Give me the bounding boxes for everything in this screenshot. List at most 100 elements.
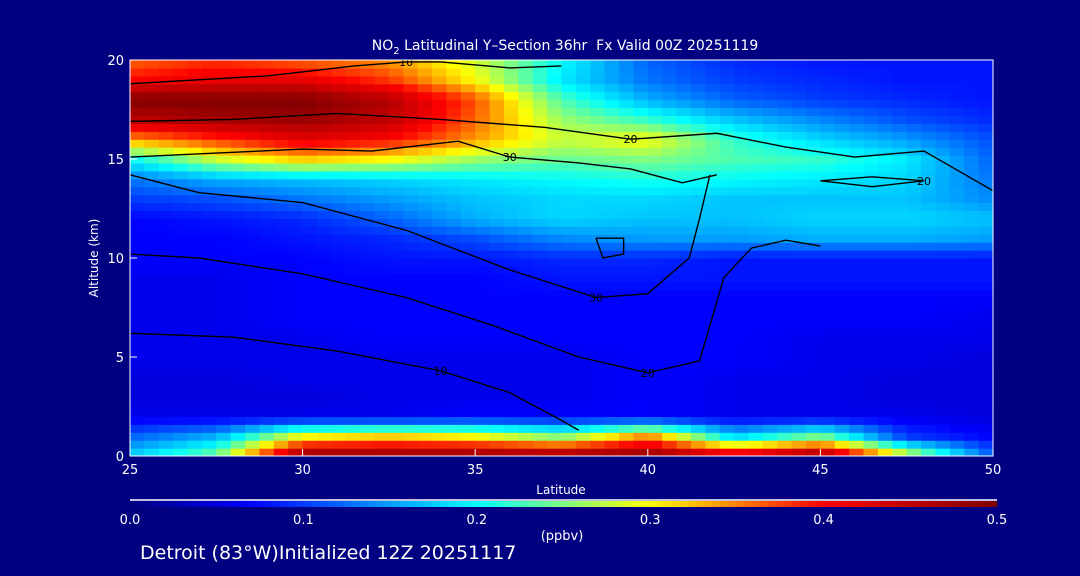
heatmap-cell <box>259 424 275 433</box>
heatmap-cell <box>762 297 778 307</box>
heatmap-cell <box>259 234 275 243</box>
heatmap-cell <box>949 384 965 394</box>
heatmap-cell <box>288 432 304 441</box>
heatmap-cell <box>475 107 491 117</box>
heatmap-cell <box>475 162 491 172</box>
heatmap-cell <box>935 155 951 164</box>
heatmap-cell <box>719 147 735 156</box>
heatmap-cell <box>316 226 332 235</box>
heatmap-cell <box>201 91 217 101</box>
heatmap-cell <box>662 147 678 156</box>
heatmap-cell <box>705 178 721 188</box>
heatmap-cell <box>791 186 807 196</box>
heatmap-cell <box>604 424 620 433</box>
heatmap-cell <box>662 289 678 299</box>
heatmap-cell <box>964 265 980 275</box>
heatmap-cell <box>388 345 404 354</box>
heatmap-cell <box>475 321 491 330</box>
heatmap-cell <box>892 448 908 456</box>
heatmap-cell <box>288 107 304 117</box>
heatmap-cell <box>173 242 189 251</box>
heatmap-cell <box>676 75 692 85</box>
heatmap-cell <box>892 186 908 196</box>
heatmap-cell <box>230 329 246 338</box>
heatmap-cell <box>388 400 404 410</box>
heatmap-cell <box>863 99 879 109</box>
heatmap-cell <box>719 353 735 362</box>
heatmap-cell <box>388 131 404 140</box>
heatmap-cell <box>619 273 635 283</box>
heatmap-cell <box>604 273 620 283</box>
heatmap-cell <box>158 424 174 433</box>
heatmap-cell <box>216 392 232 402</box>
heatmap-cell <box>734 440 750 449</box>
heatmap-cell <box>288 384 304 394</box>
heatmap-cell <box>935 273 951 283</box>
heatmap-cell <box>820 155 836 164</box>
heatmap-cell <box>806 67 821 77</box>
heatmap-cell <box>806 273 821 283</box>
heatmap-cell <box>949 313 965 322</box>
heatmap-cell <box>849 440 865 449</box>
heatmap-cell <box>417 60 433 69</box>
heatmap-cell <box>173 170 189 180</box>
heatmap-cell <box>547 368 563 378</box>
heatmap-cell <box>892 424 908 433</box>
heatmap-cell <box>575 178 591 188</box>
heatmap-cell <box>144 210 160 219</box>
heatmap-cell <box>503 131 519 140</box>
heatmap-cell <box>173 258 189 267</box>
heatmap-cell <box>273 376 289 386</box>
heatmap-cell <box>216 210 232 219</box>
heatmap-cell <box>331 60 347 69</box>
heatmap-cell <box>388 329 404 338</box>
heatmap-cell <box>748 123 764 132</box>
heatmap-cell <box>705 384 721 394</box>
heatmap-cell <box>849 250 865 259</box>
heatmap-cell <box>949 99 965 109</box>
heatmap-cell <box>518 432 534 441</box>
x-tick-label: 40 <box>640 463 657 478</box>
heatmap-cell <box>690 91 706 101</box>
heatmap-cell <box>676 432 692 441</box>
heatmap-cell <box>403 376 419 386</box>
heatmap-cell <box>762 210 778 219</box>
heatmap-cell <box>619 416 635 425</box>
heatmap-cell <box>719 368 735 378</box>
heatmap-cell <box>144 376 160 386</box>
heatmap-cell <box>259 448 275 456</box>
heatmap-cell <box>446 440 462 449</box>
heatmap-cell <box>144 139 160 148</box>
heatmap-cell <box>633 313 649 322</box>
heatmap-cell <box>705 60 721 69</box>
heatmap-cell <box>518 384 534 394</box>
heatmap-cell <box>388 392 404 402</box>
heatmap-cell <box>719 115 735 124</box>
heatmap-cell <box>374 392 390 402</box>
heatmap-cell <box>949 289 965 299</box>
heatmap-cell <box>863 313 879 322</box>
heatmap-cell <box>834 360 850 370</box>
contour-label: 20 <box>917 175 931 188</box>
heatmap-cell <box>619 313 635 322</box>
heatmap-cell <box>705 67 721 77</box>
heatmap-cell <box>130 289 145 299</box>
heatmap-cell <box>460 345 476 354</box>
heatmap-cell <box>432 408 448 417</box>
heatmap-cell <box>130 265 145 275</box>
heatmap-cell <box>173 329 189 338</box>
heatmap-cell <box>863 186 879 196</box>
heatmap-cell <box>144 432 160 441</box>
heatmap-cell <box>144 321 160 330</box>
heatmap-cell <box>877 329 893 338</box>
heatmap-cell <box>503 75 519 85</box>
heatmap-cell <box>345 139 361 148</box>
heatmap-cell <box>791 226 807 235</box>
heatmap-cell <box>762 91 778 101</box>
heatmap-cell <box>705 408 721 417</box>
heatmap-cell <box>331 432 347 441</box>
heatmap-cell <box>288 115 304 124</box>
heatmap-cell <box>806 384 821 394</box>
heatmap-cell <box>503 345 519 354</box>
heatmap-cell <box>690 313 706 322</box>
